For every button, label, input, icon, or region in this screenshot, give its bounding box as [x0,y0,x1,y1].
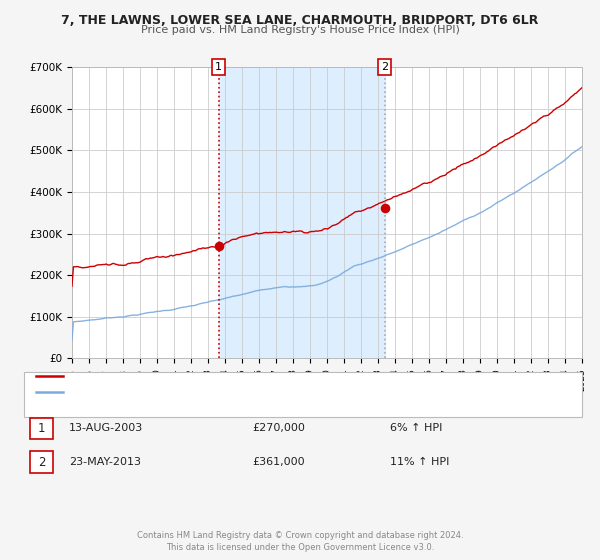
Text: 23-MAY-2013: 23-MAY-2013 [69,457,141,467]
Text: Price paid vs. HM Land Registry's House Price Index (HPI): Price paid vs. HM Land Registry's House … [140,25,460,35]
Text: £361,000: £361,000 [252,457,305,467]
Text: 1: 1 [215,62,222,72]
Text: This data is licensed under the Open Government Licence v3.0.: This data is licensed under the Open Gov… [166,543,434,552]
Text: 1: 1 [38,422,45,435]
Text: 11% ↑ HPI: 11% ↑ HPI [390,457,449,467]
Text: 7, THE LAWNS, LOWER SEA LANE, CHARMOUTH, BRIDPORT, DT6 6LR: 7, THE LAWNS, LOWER SEA LANE, CHARMOUTH,… [61,14,539,27]
Text: Contains HM Land Registry data © Crown copyright and database right 2024.: Contains HM Land Registry data © Crown c… [137,531,463,540]
Text: 6% ↑ HPI: 6% ↑ HPI [390,423,442,433]
Text: £270,000: £270,000 [252,423,305,433]
Point [380,204,389,213]
Bar [218,67,385,358]
Point [214,241,223,250]
Text: 7, THE LAWNS, LOWER SEA LANE, CHARMOUTH, BRIDPORT, DT6 6LR (detached house): 7, THE LAWNS, LOWER SEA LANE, CHARMOUTH,… [69,372,445,381]
Text: HPI: Average price, detached house, Dorset: HPI: Average price, detached house, Dors… [69,388,257,396]
Text: 2: 2 [38,455,45,469]
Text: 2: 2 [381,62,388,72]
Text: 13-AUG-2003: 13-AUG-2003 [69,423,143,433]
